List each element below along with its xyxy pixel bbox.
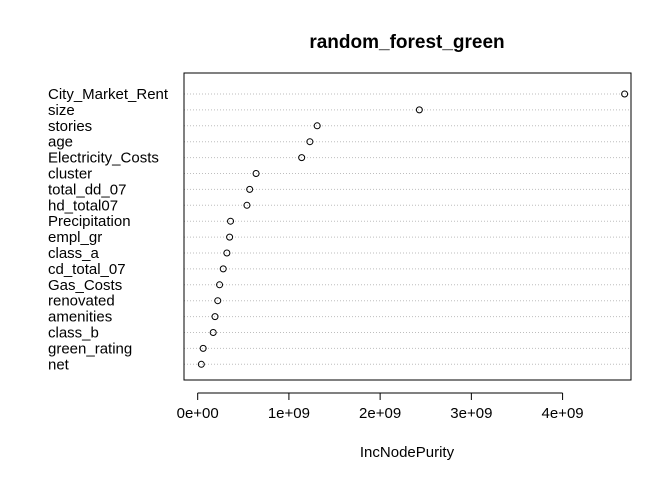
data-point bbox=[252, 170, 260, 177]
category-label: age bbox=[48, 134, 73, 151]
x-tick-label: 4e+09 bbox=[542, 405, 584, 422]
data-point bbox=[197, 360, 205, 368]
category-label: net bbox=[48, 356, 70, 373]
data-point bbox=[298, 154, 306, 162]
chart-title: random_forest_green bbox=[309, 32, 504, 53]
category-label: green_rating bbox=[48, 340, 132, 357]
category-label: size bbox=[48, 102, 75, 119]
x-tick-label: 0e+00 bbox=[177, 405, 219, 422]
data-point bbox=[223, 249, 231, 257]
data-point bbox=[621, 90, 629, 98]
data-point bbox=[209, 329, 217, 336]
data-point bbox=[216, 281, 224, 289]
data-point bbox=[211, 313, 219, 321]
category-label: renovated bbox=[48, 293, 115, 310]
x-tick-label: 2e+09 bbox=[359, 405, 401, 422]
data-point bbox=[313, 122, 321, 130]
data-point bbox=[226, 233, 234, 241]
category-label: City_Market_Rent bbox=[48, 86, 169, 103]
category-label: Electricity_Costs bbox=[48, 150, 159, 167]
data-point bbox=[243, 201, 251, 209]
data-point bbox=[227, 217, 235, 225]
gridlines bbox=[184, 93, 631, 365]
data-point bbox=[306, 138, 314, 146]
category-label: Precipitation bbox=[48, 213, 131, 230]
plot-frame bbox=[183, 72, 632, 381]
category-label: Gas_Costs bbox=[48, 277, 122, 294]
data-points bbox=[197, 90, 629, 368]
data-point bbox=[219, 265, 227, 273]
category-labels: City_Market_RentsizestoriesageElectricit… bbox=[48, 86, 169, 373]
x-tick-label: 1e+09 bbox=[268, 405, 310, 422]
data-point bbox=[199, 344, 207, 352]
category-label: stories bbox=[48, 118, 92, 135]
data-point bbox=[415, 106, 423, 114]
category-label: cluster bbox=[48, 166, 92, 183]
category-label: total_dd_07 bbox=[48, 181, 126, 198]
x-axis: 0e+00 1e+09 2e+09 3e+09 4e+09 bbox=[177, 392, 584, 422]
category-label: cd_total_07 bbox=[48, 261, 126, 278]
x-axis-label: IncNodePurity bbox=[360, 444, 455, 461]
x-tick-label: 3e+09 bbox=[450, 405, 492, 422]
data-point bbox=[246, 185, 254, 193]
category-label: hd_total07 bbox=[48, 197, 118, 214]
category-label: class_b bbox=[48, 325, 99, 342]
data-point bbox=[214, 297, 222, 305]
category-label: empl_gr bbox=[48, 229, 102, 246]
category-label: class_a bbox=[48, 245, 100, 262]
category-label: amenities bbox=[48, 309, 112, 326]
